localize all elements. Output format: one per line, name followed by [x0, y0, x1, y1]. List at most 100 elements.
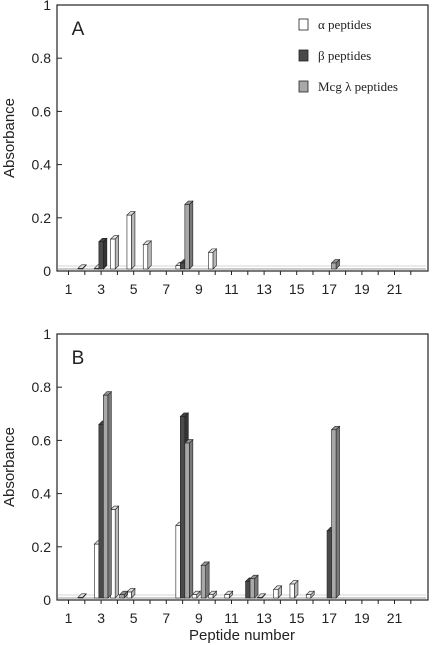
x-axis-title: Peptide number — [189, 627, 295, 644]
y-axis-title: Absorbance — [1, 98, 18, 178]
bar-front — [208, 252, 214, 270]
bar-side — [103, 237, 108, 270]
x-tick-label: 17 — [322, 610, 338, 626]
y-tick-label: 0.8 — [32, 379, 52, 395]
bar — [102, 390, 113, 599]
bar — [184, 438, 194, 599]
legend: α peptides β peptides Mcg λ peptides — [298, 17, 398, 94]
bar — [200, 561, 210, 599]
bar-front — [257, 597, 263, 599]
x-tick-label: 13 — [256, 610, 272, 626]
x-tick-label: 13 — [256, 281, 272, 297]
bar-side — [254, 574, 259, 599]
bar — [330, 258, 341, 270]
x-tick-label: 5 — [130, 281, 138, 297]
bar — [126, 210, 136, 270]
bar-front — [94, 543, 100, 599]
bar-front — [180, 416, 186, 599]
bar-front — [119, 594, 125, 599]
bar-front — [331, 429, 337, 599]
bar-front — [249, 578, 255, 599]
bar — [330, 425, 341, 599]
x-tick-label: 1 — [65, 610, 73, 626]
x-tick-label: 15 — [289, 281, 305, 297]
y-axis-title: Absorbance — [1, 427, 18, 507]
y-tick-label: 1 — [43, 0, 51, 13]
x-tick-label: 1 — [65, 281, 73, 297]
bar — [184, 200, 194, 270]
x-tick-label: 3 — [97, 610, 105, 626]
bar — [305, 590, 315, 599]
plot-frame — [56, 333, 429, 601]
bar-side — [131, 210, 136, 270]
bar-front — [289, 583, 295, 599]
x-tick-label: 21 — [387, 281, 403, 297]
legend-swatch — [298, 18, 309, 31]
x-tick-label: 9 — [195, 610, 203, 626]
bar-side — [205, 561, 210, 599]
y-tick-label: 0 — [43, 263, 51, 279]
y-tick-label: 1 — [43, 326, 51, 342]
x-tick-label: 19 — [354, 281, 370, 297]
x-tick-label: 19 — [354, 610, 370, 626]
bar — [98, 237, 108, 270]
y-tick-label: 0.4 — [32, 157, 52, 173]
x-tick-label: 15 — [289, 610, 305, 626]
x-tick-label: 9 — [195, 281, 203, 297]
bar-front — [184, 204, 190, 270]
bar-front — [77, 268, 83, 270]
panel-label: A — [72, 19, 85, 40]
y-tick-label: 0 — [43, 592, 51, 608]
y-tick-label: 0.6 — [32, 432, 52, 448]
bar — [207, 590, 218, 599]
bar — [191, 590, 201, 599]
x-tick-label: 11 — [224, 610, 239, 626]
legend-label: α peptides — [318, 17, 371, 32]
bar — [109, 234, 120, 270]
bar — [118, 590, 129, 599]
y-tick-label: 0.2 — [32, 539, 52, 555]
x-tick-label: 7 — [162, 281, 170, 297]
bar-side — [335, 425, 340, 599]
bar-front — [326, 530, 332, 599]
legend-swatch — [298, 80, 309, 93]
bar-side — [114, 505, 119, 599]
bar-front — [142, 244, 149, 270]
legend-label: β peptides — [318, 48, 371, 63]
bar-side — [189, 200, 194, 270]
bar-front — [331, 262, 337, 270]
bar-side — [107, 390, 112, 599]
bar — [142, 240, 152, 270]
bar-front — [191, 594, 197, 599]
legend-label: Mcg λ peptides — [318, 79, 398, 94]
x-tick-label: 3 — [97, 281, 105, 297]
x-tick-label: 21 — [387, 610, 403, 626]
bar-front — [110, 238, 116, 270]
bar — [256, 593, 267, 599]
plot-frame — [56, 4, 429, 272]
bar — [289, 579, 299, 599]
y-tick-label: 0.8 — [32, 50, 52, 66]
bar-side — [114, 234, 119, 270]
bar — [207, 248, 218, 270]
bar — [224, 590, 234, 599]
bar-side — [147, 240, 152, 270]
bar-front — [184, 442, 190, 599]
bar-front — [98, 241, 104, 270]
bar-front — [273, 589, 279, 599]
bar — [272, 585, 283, 599]
bar-front — [103, 394, 109, 599]
bar-front — [77, 597, 83, 599]
legend-swatch — [298, 49, 309, 62]
y-tick-label: 0.6 — [32, 103, 52, 119]
x-tick-label: 7 — [162, 610, 170, 626]
bar-front — [180, 262, 186, 270]
bar-side — [189, 438, 194, 599]
x-tick-label: 17 — [322, 281, 338, 297]
bar-front — [208, 594, 214, 599]
panel-label: B — [72, 348, 85, 369]
bar — [109, 505, 120, 599]
bar-front — [245, 581, 251, 599]
bar-front — [305, 594, 312, 599]
bar — [77, 264, 87, 270]
